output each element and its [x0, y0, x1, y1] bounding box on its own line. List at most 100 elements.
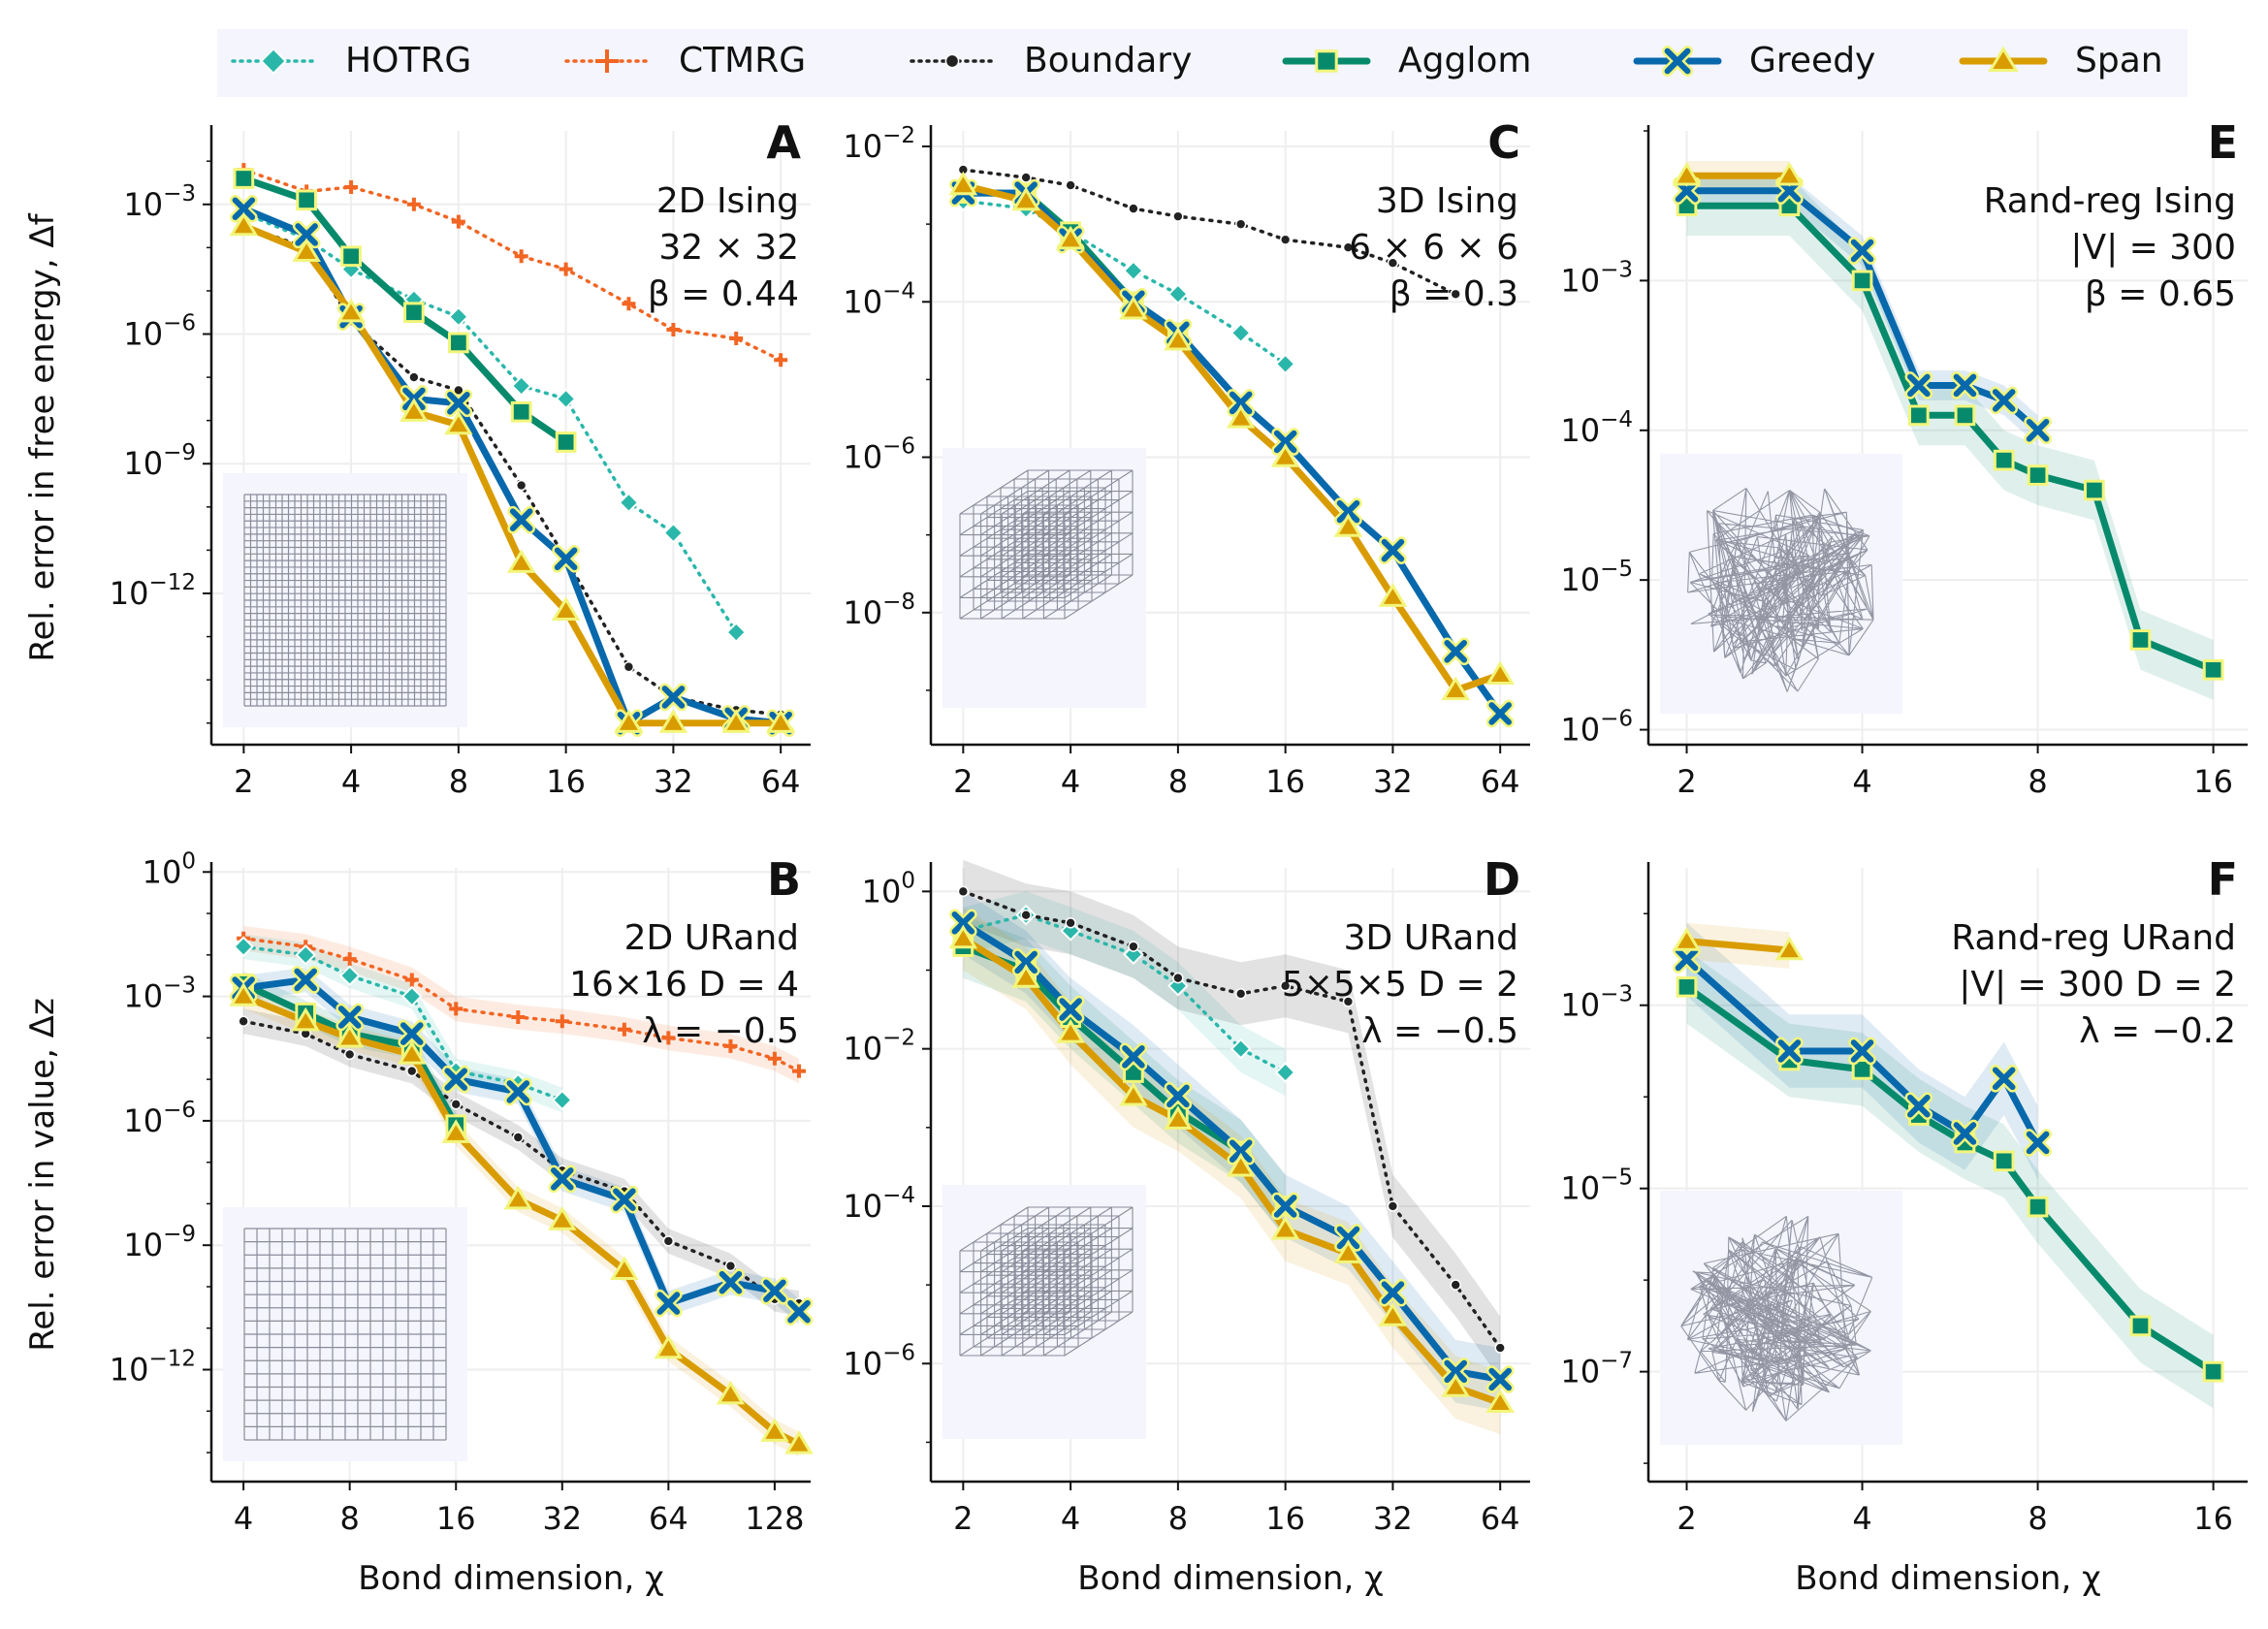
y-tick-label: 10−5 — [1560, 1166, 1633, 1207]
x-tick-label: 16 — [2193, 1500, 2233, 1537]
point-greedy-cross — [1229, 391, 1253, 415]
point-greedy — [1848, 1037, 1876, 1066]
point-greedy — [1673, 945, 1701, 974]
point-span — [336, 298, 366, 323]
panel-annotation: λ = −0.5 — [1361, 1011, 1518, 1051]
point-greedy — [504, 1077, 532, 1106]
point-span — [1226, 1152, 1256, 1177]
point-boundary — [238, 1015, 249, 1027]
point-span — [766, 709, 795, 733]
point-boundary — [1234, 988, 1247, 1000]
point-span — [654, 1334, 684, 1359]
point-span — [291, 1006, 320, 1032]
legend-marker-agglom — [1315, 49, 1338, 73]
series-line-boundary — [241, 1019, 801, 1305]
plot-area-B — [229, 925, 814, 1457]
point-greedy-cross — [1014, 950, 1038, 974]
point-boundary — [1450, 1279, 1461, 1291]
y-tick-label: 10−6 — [843, 434, 915, 476]
point-ctmrg — [559, 262, 573, 276]
point-agglom — [403, 302, 425, 324]
point-greedy-cross — [1166, 1084, 1190, 1108]
point-greedy — [1485, 1365, 1515, 1393]
point-span — [1485, 660, 1515, 686]
point-hotrg — [338, 965, 361, 987]
point-greedy — [548, 1165, 577, 1194]
point-span — [1164, 326, 1193, 351]
point-ctmrg — [767, 1051, 782, 1066]
x-tick-label: 4 — [1852, 763, 1871, 800]
band-hotrg — [243, 934, 562, 1113]
panel-annotation: |V| = 300 D = 2 — [1959, 965, 2236, 1005]
point-greedy-cross — [613, 1188, 636, 1211]
point-ctmrg — [617, 1022, 631, 1037]
series-line-span — [1683, 938, 1793, 954]
point-span — [229, 211, 259, 237]
band-greedy — [1686, 176, 2038, 446]
point-greedy — [1848, 237, 1876, 265]
legend-label-agglom: Agglom — [1398, 41, 1531, 80]
legend-item-agglom: Agglom — [1282, 41, 1531, 80]
point-greedy — [1951, 1119, 1979, 1148]
point-boundary — [1279, 234, 1292, 245]
x-tick-label: 2 — [234, 763, 253, 800]
point-greedy-cross — [1273, 1195, 1297, 1218]
x-axis-label: Bond dimension, χ — [358, 1559, 663, 1598]
x-axis-label: Bond dimension, χ — [1077, 1559, 1383, 1598]
point-hotrg — [1123, 260, 1144, 282]
point-greedy — [1951, 371, 1979, 399]
point-boundary — [408, 371, 420, 383]
x-tick-label: 64 — [1481, 763, 1520, 800]
y-tick-label: 10−9 — [123, 1222, 196, 1263]
point-greedy — [1990, 386, 2018, 415]
panel-annotation: 32 × 32 — [658, 228, 799, 268]
point-greedy-cross — [1907, 1094, 1931, 1118]
legend-item-span: Span — [1959, 41, 2163, 80]
y-tick-label: 10−3 — [1560, 982, 1633, 1024]
series-line-agglom — [1683, 202, 2218, 674]
point-span — [721, 709, 751, 733]
y-tick-label: 10−9 — [123, 440, 196, 482]
point-ctmrg — [555, 1014, 569, 1029]
legend-label-hotrg: HOTRG — [345, 41, 471, 80]
panel-D: 2 4 8 16 32 64 100 10−2 10−4 10−6 D 3D URand 5×5×5 D… — [843, 853, 1530, 1598]
point-span — [399, 398, 429, 422]
x-tick-label: 8 — [2028, 1500, 2047, 1537]
point-agglom — [1993, 449, 2015, 471]
point-span — [551, 596, 581, 621]
panel-annotation: 5×5×5 D = 2 — [1282, 965, 1518, 1005]
point-agglom — [1851, 1059, 1873, 1080]
x-tick-label: 4 — [234, 1500, 253, 1537]
point-boundary — [957, 885, 970, 898]
point-greedy — [441, 1065, 470, 1094]
point-greedy-cross — [295, 223, 318, 246]
y-tick-label: 10−3 — [123, 974, 196, 1015]
point-greedy-cross — [763, 1279, 786, 1303]
point-greedy — [2024, 1129, 2052, 1157]
point-greedy — [610, 1185, 639, 1214]
panel-letter: D — [1484, 853, 1520, 906]
y-tick-label: 100 — [143, 848, 196, 890]
point-ctmrg — [406, 197, 421, 211]
legend-marker-ctmrg — [595, 49, 619, 73]
point-hotrg — [1123, 943, 1144, 966]
x-tick-label: 16 — [1265, 763, 1305, 800]
point-greedy-cross — [1992, 1067, 2016, 1091]
point-agglom — [510, 400, 532, 423]
panel-F: 2 4 8 16 10−3 10−5 10−7 F Rand-reg URand |V| = 30… — [1560, 853, 2248, 1598]
point-greedy-cross — [661, 686, 686, 709]
point-greedy-cross — [787, 1299, 811, 1324]
band-boundary — [243, 1008, 800, 1316]
point-greedy — [1904, 1092, 1933, 1120]
y-tick-label: 10−8 — [843, 590, 915, 631]
x-tick-label: 4 — [341, 763, 361, 800]
point-ctmrg — [451, 214, 465, 229]
band-agglom — [1686, 176, 2214, 700]
point-ctmrg — [774, 353, 788, 367]
point-agglom — [2027, 464, 2049, 486]
point-greedy-cross — [1953, 1122, 1977, 1145]
point-ctmrg — [723, 1038, 738, 1053]
inset-cube-C — [942, 448, 1146, 708]
point-span — [1333, 513, 1363, 537]
x-tick-label: 32 — [1373, 763, 1413, 800]
